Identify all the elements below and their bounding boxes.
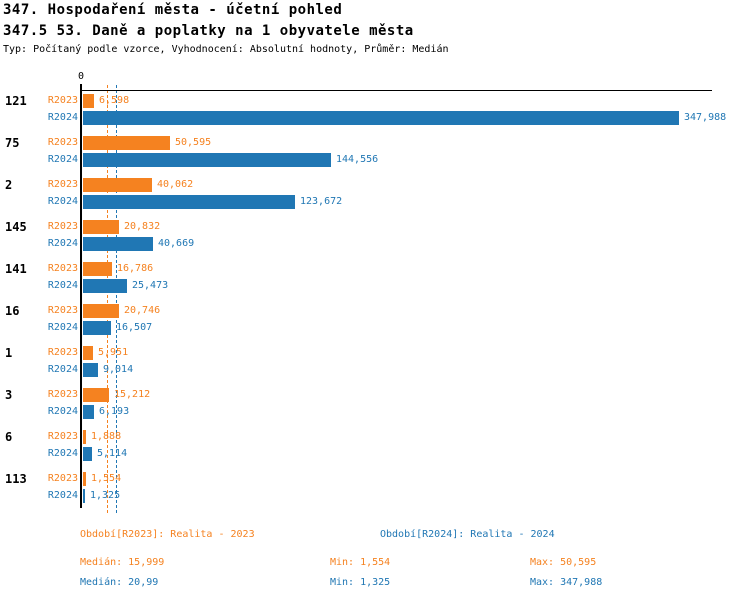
bar-r2024 — [83, 237, 153, 251]
stat-max-r2023: Max: 50,595 — [530, 557, 597, 568]
bar-value-label: 6,598 — [99, 95, 130, 106]
y-axis-line — [80, 84, 82, 508]
bar-r2024 — [83, 279, 127, 293]
bar-r2023 — [83, 178, 152, 192]
x-axis-zero-label: 0 — [77, 71, 85, 82]
bar-r2023 — [83, 220, 119, 234]
median-line-r2023 — [107, 85, 108, 513]
legend-period-r2023: Období[R2023]: Realita - 2023 — [80, 529, 255, 540]
category-label: 3 — [5, 388, 13, 402]
category-label: 6 — [5, 430, 13, 444]
stat-median-r2024: Medián: 20,99 — [80, 577, 159, 588]
series-label-r2023: R2023 — [47, 263, 78, 274]
category-label: 1 — [5, 346, 13, 360]
bar-r2024 — [83, 153, 331, 167]
bar-value-label: 347,988 — [684, 112, 727, 123]
series-label-r2023: R2023 — [47, 389, 78, 400]
category-label: 2 — [5, 178, 13, 192]
series-label-r2024: R2024 — [47, 448, 78, 459]
chart-subtitle: 347.5 53. Daně a poplatky na 1 obyvatele… — [3, 23, 414, 39]
bar-r2023 — [83, 430, 86, 444]
bar-value-label: 50,595 — [175, 137, 212, 148]
bar-value-label: 16,507 — [116, 322, 153, 333]
series-label-r2024: R2024 — [47, 112, 78, 123]
series-label-r2024: R2024 — [47, 364, 78, 375]
bar-r2024 — [83, 321, 111, 335]
bar-value-label: 1,554 — [91, 473, 122, 484]
bar-r2024 — [83, 363, 98, 377]
median-line-r2024 — [116, 85, 117, 513]
stat-min-r2023: Min: 1,554 — [330, 557, 391, 568]
bar-value-label: 1,888 — [91, 431, 122, 442]
series-label-r2023: R2023 — [47, 221, 78, 232]
bar-r2024 — [83, 489, 85, 503]
series-label-r2024: R2024 — [47, 490, 78, 501]
category-label: 75 — [5, 136, 20, 150]
bar-value-label: 15,212 — [114, 389, 151, 400]
category-label: 141 — [5, 262, 27, 276]
category-label: 121 — [5, 94, 27, 108]
series-label-r2023: R2023 — [47, 347, 78, 358]
series-label-r2023: R2023 — [47, 137, 78, 148]
bar-r2023 — [83, 94, 94, 108]
series-label-r2024: R2024 — [47, 154, 78, 165]
stat-max-r2024: Max: 347,988 — [530, 577, 603, 588]
bar-value-label: 6,193 — [99, 406, 130, 417]
bar-value-label: 123,672 — [300, 196, 343, 207]
page-title: 347. Hospodaření města - účetní pohled — [3, 2, 343, 18]
series-label-r2024: R2024 — [47, 406, 78, 417]
bar-value-label: 1,325 — [90, 490, 121, 501]
bar-r2024 — [83, 195, 295, 209]
bar-value-label: 40,062 — [157, 179, 194, 190]
bar-r2023 — [83, 262, 112, 276]
series-label-r2023: R2023 — [47, 95, 78, 106]
bar-r2024 — [83, 405, 94, 419]
category-label: 16 — [5, 304, 20, 318]
bar-r2023 — [83, 472, 86, 486]
category-label: 145 — [5, 220, 27, 234]
bar-value-label: 25,473 — [132, 280, 169, 291]
bar-r2024 — [83, 447, 92, 461]
series-label-r2023: R2023 — [47, 473, 78, 484]
bar-r2023 — [83, 136, 170, 150]
bar-value-label: 5,114 — [97, 448, 128, 459]
legend-period-r2024: Období[R2024]: Realita - 2024 — [380, 529, 555, 540]
series-label-r2024: R2024 — [47, 322, 78, 333]
series-label-r2024: R2024 — [47, 238, 78, 249]
bar-r2023 — [83, 346, 93, 360]
bar-r2024 — [83, 111, 679, 125]
bar-r2023 — [83, 304, 119, 318]
bar-value-label: 9,014 — [103, 364, 134, 375]
bar-value-label: 20,832 — [124, 221, 161, 232]
bar-r2023 — [83, 388, 109, 402]
stat-median-r2023: Medián: 15,999 — [80, 557, 165, 568]
stat-min-r2024: Min: 1,325 — [330, 577, 391, 588]
bar-value-label: 20,746 — [124, 305, 161, 316]
series-label-r2024: R2024 — [47, 280, 78, 291]
series-label-r2023: R2023 — [47, 305, 78, 316]
category-label: 113 — [5, 472, 27, 486]
x-axis-line — [80, 90, 712, 91]
bar-value-label: 40,669 — [158, 238, 195, 249]
bar-value-label: 5,951 — [98, 347, 129, 358]
bar-value-label: 144,556 — [336, 154, 379, 165]
bar-value-label: 16,786 — [117, 263, 154, 274]
series-label-r2023: R2023 — [47, 431, 78, 442]
chart-meta-info: Typ: Počítaný podle vzorce, Vyhodnocení:… — [3, 44, 449, 55]
series-label-r2024: R2024 — [47, 196, 78, 207]
series-label-r2023: R2023 — [47, 179, 78, 190]
